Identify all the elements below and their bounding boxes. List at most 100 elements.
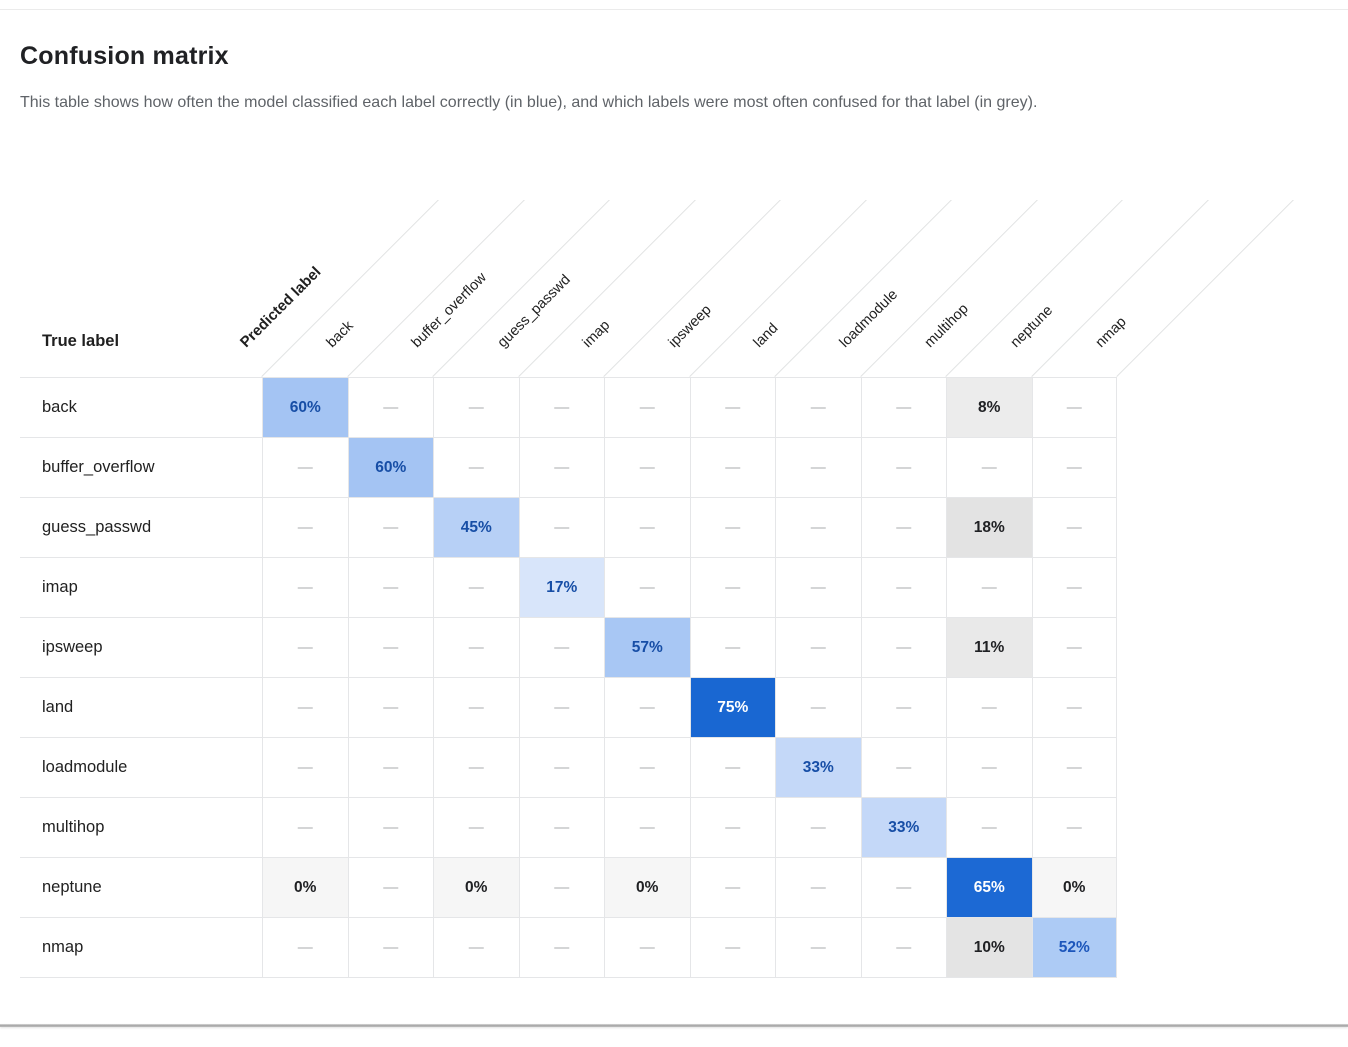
matrix-cell: — xyxy=(1031,378,1117,437)
matrix-cell: — xyxy=(689,918,776,977)
empty-cell-marker: — xyxy=(896,579,912,596)
matrix-cell: — xyxy=(347,618,434,677)
matrix-cell: 60% xyxy=(262,378,348,437)
top-divider xyxy=(0,9,1348,10)
matrix-cell: — xyxy=(262,678,348,737)
empty-cell-marker: — xyxy=(896,639,912,656)
empty-cell-marker: — xyxy=(810,399,826,416)
matrix-cell: 65% xyxy=(946,858,1032,917)
matrix-cell: 0% xyxy=(1031,858,1117,917)
empty-cell-marker: — xyxy=(468,639,484,656)
matrix-cell: — xyxy=(347,498,434,557)
matrix-cell: — xyxy=(518,378,605,437)
empty-cell-marker: — xyxy=(554,939,570,956)
matrix-cell-value: 57% xyxy=(631,638,663,656)
empty-cell-marker: — xyxy=(981,759,997,776)
matrix-cell: — xyxy=(1031,738,1117,797)
matrix-row: back 60% — — — — — — — 8% — xyxy=(20,377,1117,437)
empty-cell-marker: — xyxy=(725,579,741,596)
matrix-cell-value: 60% xyxy=(289,398,321,416)
matrix-cell: — xyxy=(946,438,1032,497)
diagonal-separator-line xyxy=(603,200,782,377)
matrix-cell-value: 11% xyxy=(974,638,1005,656)
empty-cell-marker: — xyxy=(468,579,484,596)
empty-cell-marker: — xyxy=(383,699,399,716)
matrix-cell: — xyxy=(1031,498,1117,557)
empty-cell-marker: — xyxy=(554,759,570,776)
empty-cell-marker: — xyxy=(383,399,399,416)
empty-cell-marker: — xyxy=(554,639,570,656)
empty-cell-marker: — xyxy=(725,819,741,836)
row-label: ipsweep xyxy=(42,638,103,656)
matrix-cell-value: 17% xyxy=(546,578,578,596)
empty-cell-marker: — xyxy=(1066,579,1082,596)
matrix-cell: — xyxy=(1031,438,1117,497)
column-header-label: ipsweep xyxy=(665,302,715,351)
column-header-label: imap xyxy=(579,317,614,351)
matrix-cell: — xyxy=(689,438,776,497)
matrix-cell: — xyxy=(604,378,690,437)
matrix-cell: — xyxy=(860,738,947,797)
empty-cell-marker: — xyxy=(1066,399,1082,416)
matrix-cell: — xyxy=(775,498,861,557)
matrix-cell: 8% xyxy=(946,378,1032,437)
empty-cell-marker: — xyxy=(1066,519,1082,536)
row-label: imap xyxy=(42,578,78,596)
matrix-row: imap — — — 17% — — — — — — xyxy=(20,557,1117,617)
matrix-cell: — xyxy=(518,858,605,917)
matrix-cell-value: 8% xyxy=(978,398,1001,416)
matrix-row: guess_passwd — — 45% — — — — — 18% — xyxy=(20,497,1117,557)
matrix-cell: — xyxy=(689,798,776,857)
matrix-cell: — xyxy=(433,438,519,497)
empty-cell-marker: — xyxy=(1066,699,1082,716)
row-label: buffer_overflow xyxy=(42,458,155,476)
matrix-cell: — xyxy=(860,558,947,617)
column-header-label: buffer_overflow xyxy=(408,269,490,351)
column-header-label: neptune xyxy=(1007,302,1056,351)
empty-cell-marker: — xyxy=(468,939,484,956)
matrix-cell: — xyxy=(604,558,690,617)
matrix-cell-value: 0% xyxy=(636,878,659,896)
matrix-row: ipsweep — — — — 57% — — — 11% — xyxy=(20,617,1117,677)
matrix-cell: 33% xyxy=(860,798,946,857)
matrix-cell: — xyxy=(347,678,434,737)
matrix-cell: 18% xyxy=(946,498,1032,557)
row-label: nmap xyxy=(42,938,84,956)
matrix-cell: — xyxy=(775,798,861,857)
matrix-cell-value: 52% xyxy=(1058,938,1090,956)
matrix-cell: — xyxy=(946,798,1032,857)
matrix-cell: 60% xyxy=(347,438,433,497)
matrix-cell: — xyxy=(262,498,348,557)
empty-cell-marker: — xyxy=(639,759,655,776)
empty-cell-marker: — xyxy=(554,459,570,476)
column-header-label: guess_passwd xyxy=(494,271,574,351)
empty-cell-marker: — xyxy=(554,519,570,536)
empty-cell-marker: — xyxy=(468,399,484,416)
matrix-row: buffer_overflow — 60% — — — — — — — — xyxy=(20,437,1117,497)
matrix-cell: — xyxy=(946,558,1032,617)
predicted-label-header: Predicted label xyxy=(236,263,325,351)
row-label: neptune xyxy=(42,878,102,896)
empty-cell-marker: — xyxy=(981,579,997,596)
matrix-cell: — xyxy=(347,558,434,617)
empty-cell-marker: — xyxy=(297,519,313,536)
matrix-cell: — xyxy=(860,678,947,737)
empty-cell-marker: — xyxy=(725,399,741,416)
row-label: loadmodule xyxy=(42,758,128,776)
matrix-cell: — xyxy=(262,738,348,797)
diagonal-separator-line xyxy=(688,200,867,377)
empty-cell-marker: — xyxy=(725,939,741,956)
diagonal-separator-line xyxy=(774,200,953,377)
matrix-cell-value: 33% xyxy=(802,758,834,776)
matrix-cell: 10% xyxy=(946,918,1032,977)
matrix-cell: — xyxy=(860,498,947,557)
matrix-cell-value: 18% xyxy=(973,518,1005,536)
matrix-cell: — xyxy=(604,798,690,857)
empty-cell-marker: — xyxy=(810,939,826,956)
matrix-cell-value: 45% xyxy=(460,518,492,536)
matrix-cell: — xyxy=(518,498,605,557)
matrix-cell: — xyxy=(433,678,519,737)
matrix-cell: — xyxy=(433,738,519,797)
empty-cell-marker: — xyxy=(725,759,741,776)
